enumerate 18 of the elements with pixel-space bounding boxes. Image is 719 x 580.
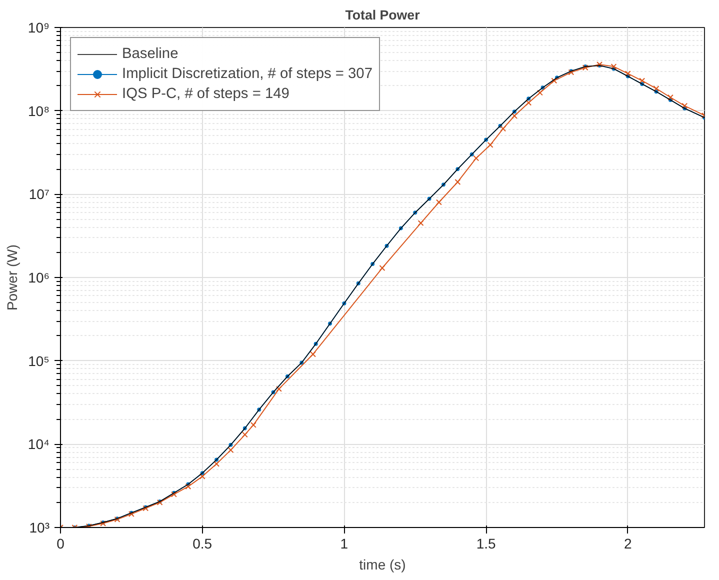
x-axis-title: time (s) <box>359 556 406 572</box>
x-tick-label: 1.5 <box>476 536 496 552</box>
x-tick-label: 0 <box>56 536 65 552</box>
y-tick-label: 10⁸ <box>28 102 50 119</box>
y-tick-label: 10⁶ <box>28 270 50 286</box>
y-tick-label: 10⁴ <box>28 436 50 452</box>
y-tick-label: 10⁵ <box>28 352 50 369</box>
x-tick-label: 0.5 <box>192 536 212 552</box>
chart-title: Total Power <box>345 8 420 22</box>
legend-label: IQS P-C, # of steps = 149 <box>122 86 290 102</box>
y-tick-label: 10⁹ <box>28 20 50 36</box>
y-tick-label: 10³ <box>29 520 50 536</box>
y-axis-title: Power (W) <box>4 244 20 311</box>
x-tick-label: 1 <box>340 536 348 552</box>
legend-label: Baseline <box>122 46 178 62</box>
legend-label: Implicit Discretization, # of steps = 307 <box>122 66 372 82</box>
y-tick-label: 10⁷ <box>28 186 50 202</box>
x-tick-label: 2 <box>624 536 632 552</box>
